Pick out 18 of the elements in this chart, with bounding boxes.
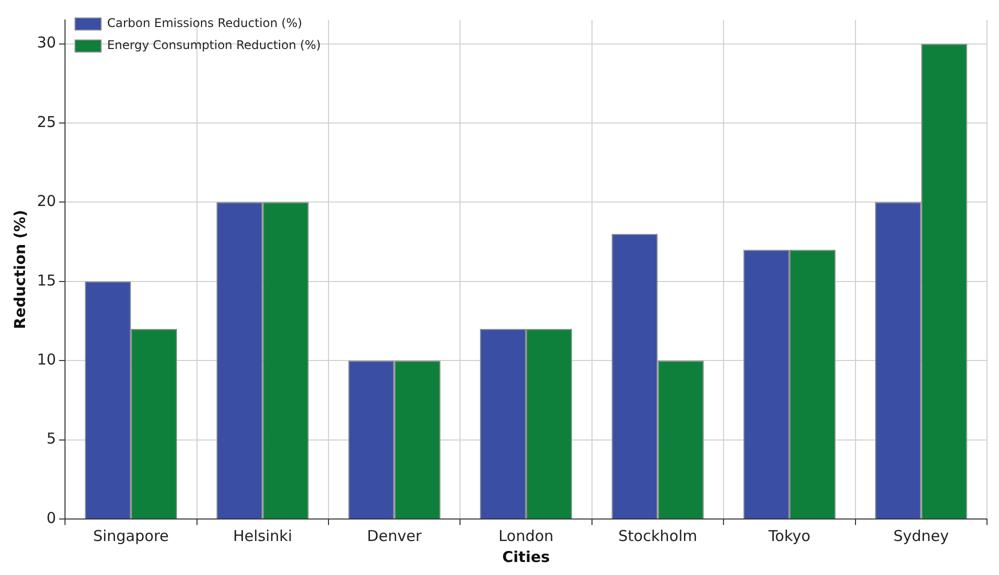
- y-tick-label: 10: [36, 350, 56, 368]
- y-tick-label: 15: [36, 271, 56, 290]
- x-tick-label: Tokyo: [767, 526, 810, 545]
- y-tick-label: 20: [36, 192, 56, 210]
- y-tick-label: 25: [36, 112, 56, 131]
- x-axis-title: Cities: [502, 548, 550, 566]
- y-tick-label: 0: [46, 508, 56, 527]
- y-axis-title: Reduction (%): [10, 210, 29, 330]
- y-tick-label: 5: [46, 430, 56, 448]
- y-tick-label: 30: [36, 34, 56, 52]
- x-tick-label: Sydney: [893, 526, 950, 545]
- legend-label: Energy Consumption Reduction (%): [107, 38, 321, 52]
- x-tick-label: Helsinki: [233, 526, 292, 545]
- x-tick-label: Singapore: [93, 526, 169, 545]
- legend-label: Carbon Emissions Reduction (%): [107, 16, 302, 30]
- x-tick-label: Stockholm: [618, 526, 698, 545]
- x-tick-label: London: [498, 526, 554, 545]
- x-tick-label: Denver: [367, 526, 422, 545]
